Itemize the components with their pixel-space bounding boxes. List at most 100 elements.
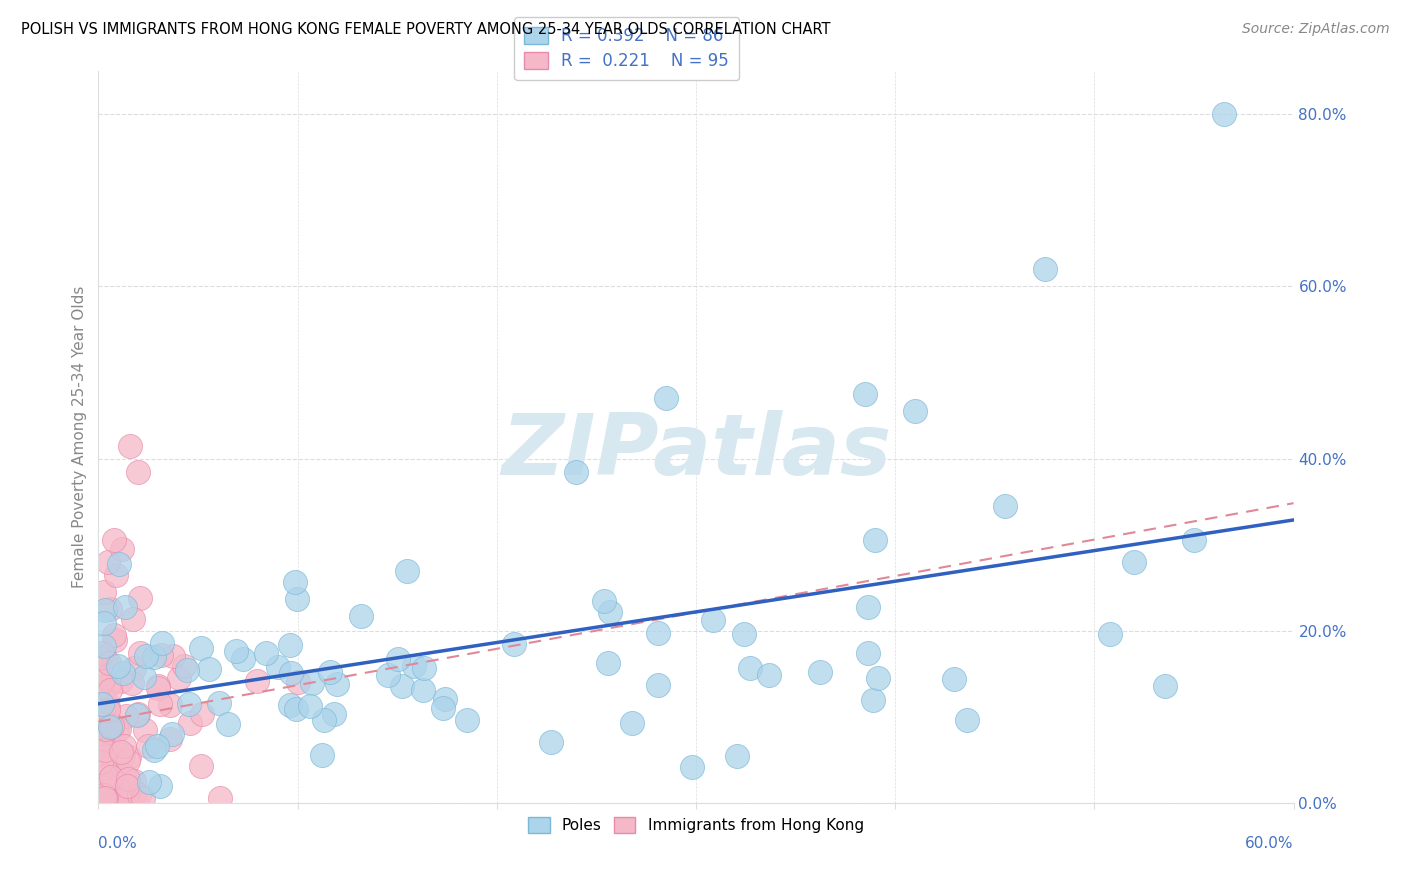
Point bbox=[96, 732, 118, 747]
Text: ZIPatlas: ZIPatlas bbox=[501, 410, 891, 493]
Point bbox=[110, 791, 132, 805]
Point bbox=[96, 791, 118, 805]
Point bbox=[866, 671, 889, 685]
Point bbox=[149, 648, 172, 662]
Point bbox=[377, 668, 399, 682]
Point bbox=[285, 592, 308, 607]
Point bbox=[1033, 262, 1056, 277]
Point bbox=[146, 679, 169, 693]
Point bbox=[592, 594, 614, 608]
Point bbox=[97, 555, 120, 569]
Point bbox=[118, 750, 141, 764]
Point bbox=[142, 743, 165, 757]
Point bbox=[149, 779, 172, 793]
Point bbox=[111, 541, 134, 556]
Point bbox=[177, 697, 200, 711]
Point bbox=[128, 788, 150, 802]
Point bbox=[412, 683, 434, 698]
Point bbox=[287, 675, 309, 690]
Point bbox=[994, 499, 1017, 513]
Point bbox=[856, 646, 879, 660]
Point bbox=[115, 789, 138, 804]
Point bbox=[111, 748, 134, 763]
Text: 0.0%: 0.0% bbox=[98, 836, 138, 851]
Point bbox=[94, 743, 117, 757]
Point bbox=[314, 713, 336, 727]
Point bbox=[326, 676, 349, 690]
Point bbox=[142, 649, 165, 664]
Point bbox=[904, 404, 927, 418]
Point bbox=[110, 674, 132, 689]
Point bbox=[191, 707, 214, 722]
Point bbox=[114, 782, 136, 797]
Point bbox=[136, 739, 159, 753]
Point bbox=[112, 666, 135, 681]
Point bbox=[98, 682, 121, 697]
Point bbox=[97, 779, 120, 793]
Point bbox=[93, 671, 115, 685]
Point bbox=[93, 640, 115, 654]
Point bbox=[89, 742, 111, 756]
Point bbox=[733, 627, 755, 641]
Point bbox=[120, 779, 142, 793]
Point bbox=[91, 697, 114, 711]
Point bbox=[128, 646, 150, 660]
Point bbox=[98, 725, 121, 739]
Point bbox=[122, 774, 145, 789]
Point bbox=[107, 658, 129, 673]
Point bbox=[89, 738, 111, 752]
Point bbox=[98, 776, 121, 790]
Point bbox=[681, 760, 703, 774]
Point bbox=[159, 698, 181, 713]
Point bbox=[89, 693, 111, 707]
Point bbox=[89, 649, 111, 664]
Point bbox=[98, 656, 121, 670]
Point bbox=[1182, 533, 1205, 548]
Point bbox=[132, 791, 155, 805]
Point bbox=[98, 791, 121, 805]
Point bbox=[149, 697, 172, 711]
Point bbox=[89, 721, 111, 735]
Point bbox=[278, 638, 301, 652]
Point bbox=[862, 693, 884, 707]
Point bbox=[127, 707, 149, 722]
Point bbox=[865, 533, 887, 548]
Point bbox=[956, 713, 979, 727]
Point bbox=[758, 668, 780, 682]
Point bbox=[93, 585, 115, 599]
Point bbox=[298, 698, 321, 713]
Point bbox=[117, 772, 139, 786]
Point bbox=[148, 681, 170, 695]
Point bbox=[98, 720, 121, 734]
Point bbox=[89, 791, 111, 805]
Point bbox=[105, 567, 128, 582]
Point bbox=[596, 656, 619, 670]
Point bbox=[120, 439, 142, 453]
Point bbox=[94, 650, 117, 665]
Point bbox=[146, 739, 169, 754]
Point bbox=[159, 732, 181, 747]
Point bbox=[97, 676, 120, 690]
Point bbox=[114, 709, 136, 723]
Point bbox=[217, 717, 239, 731]
Point bbox=[225, 644, 247, 658]
Point bbox=[91, 646, 114, 660]
Point bbox=[285, 702, 308, 716]
Point bbox=[301, 676, 323, 690]
Point bbox=[94, 692, 117, 706]
Point bbox=[94, 722, 117, 736]
Point bbox=[176, 663, 198, 677]
Point bbox=[404, 659, 426, 673]
Point bbox=[91, 674, 114, 689]
Point bbox=[208, 696, 231, 710]
Point bbox=[190, 640, 212, 655]
Point bbox=[98, 602, 122, 616]
Point bbox=[943, 672, 966, 686]
Point bbox=[125, 707, 148, 722]
Point bbox=[267, 660, 290, 674]
Point bbox=[135, 648, 157, 663]
Point bbox=[254, 646, 277, 660]
Point bbox=[103, 628, 125, 642]
Point bbox=[93, 615, 115, 630]
Point bbox=[134, 723, 156, 738]
